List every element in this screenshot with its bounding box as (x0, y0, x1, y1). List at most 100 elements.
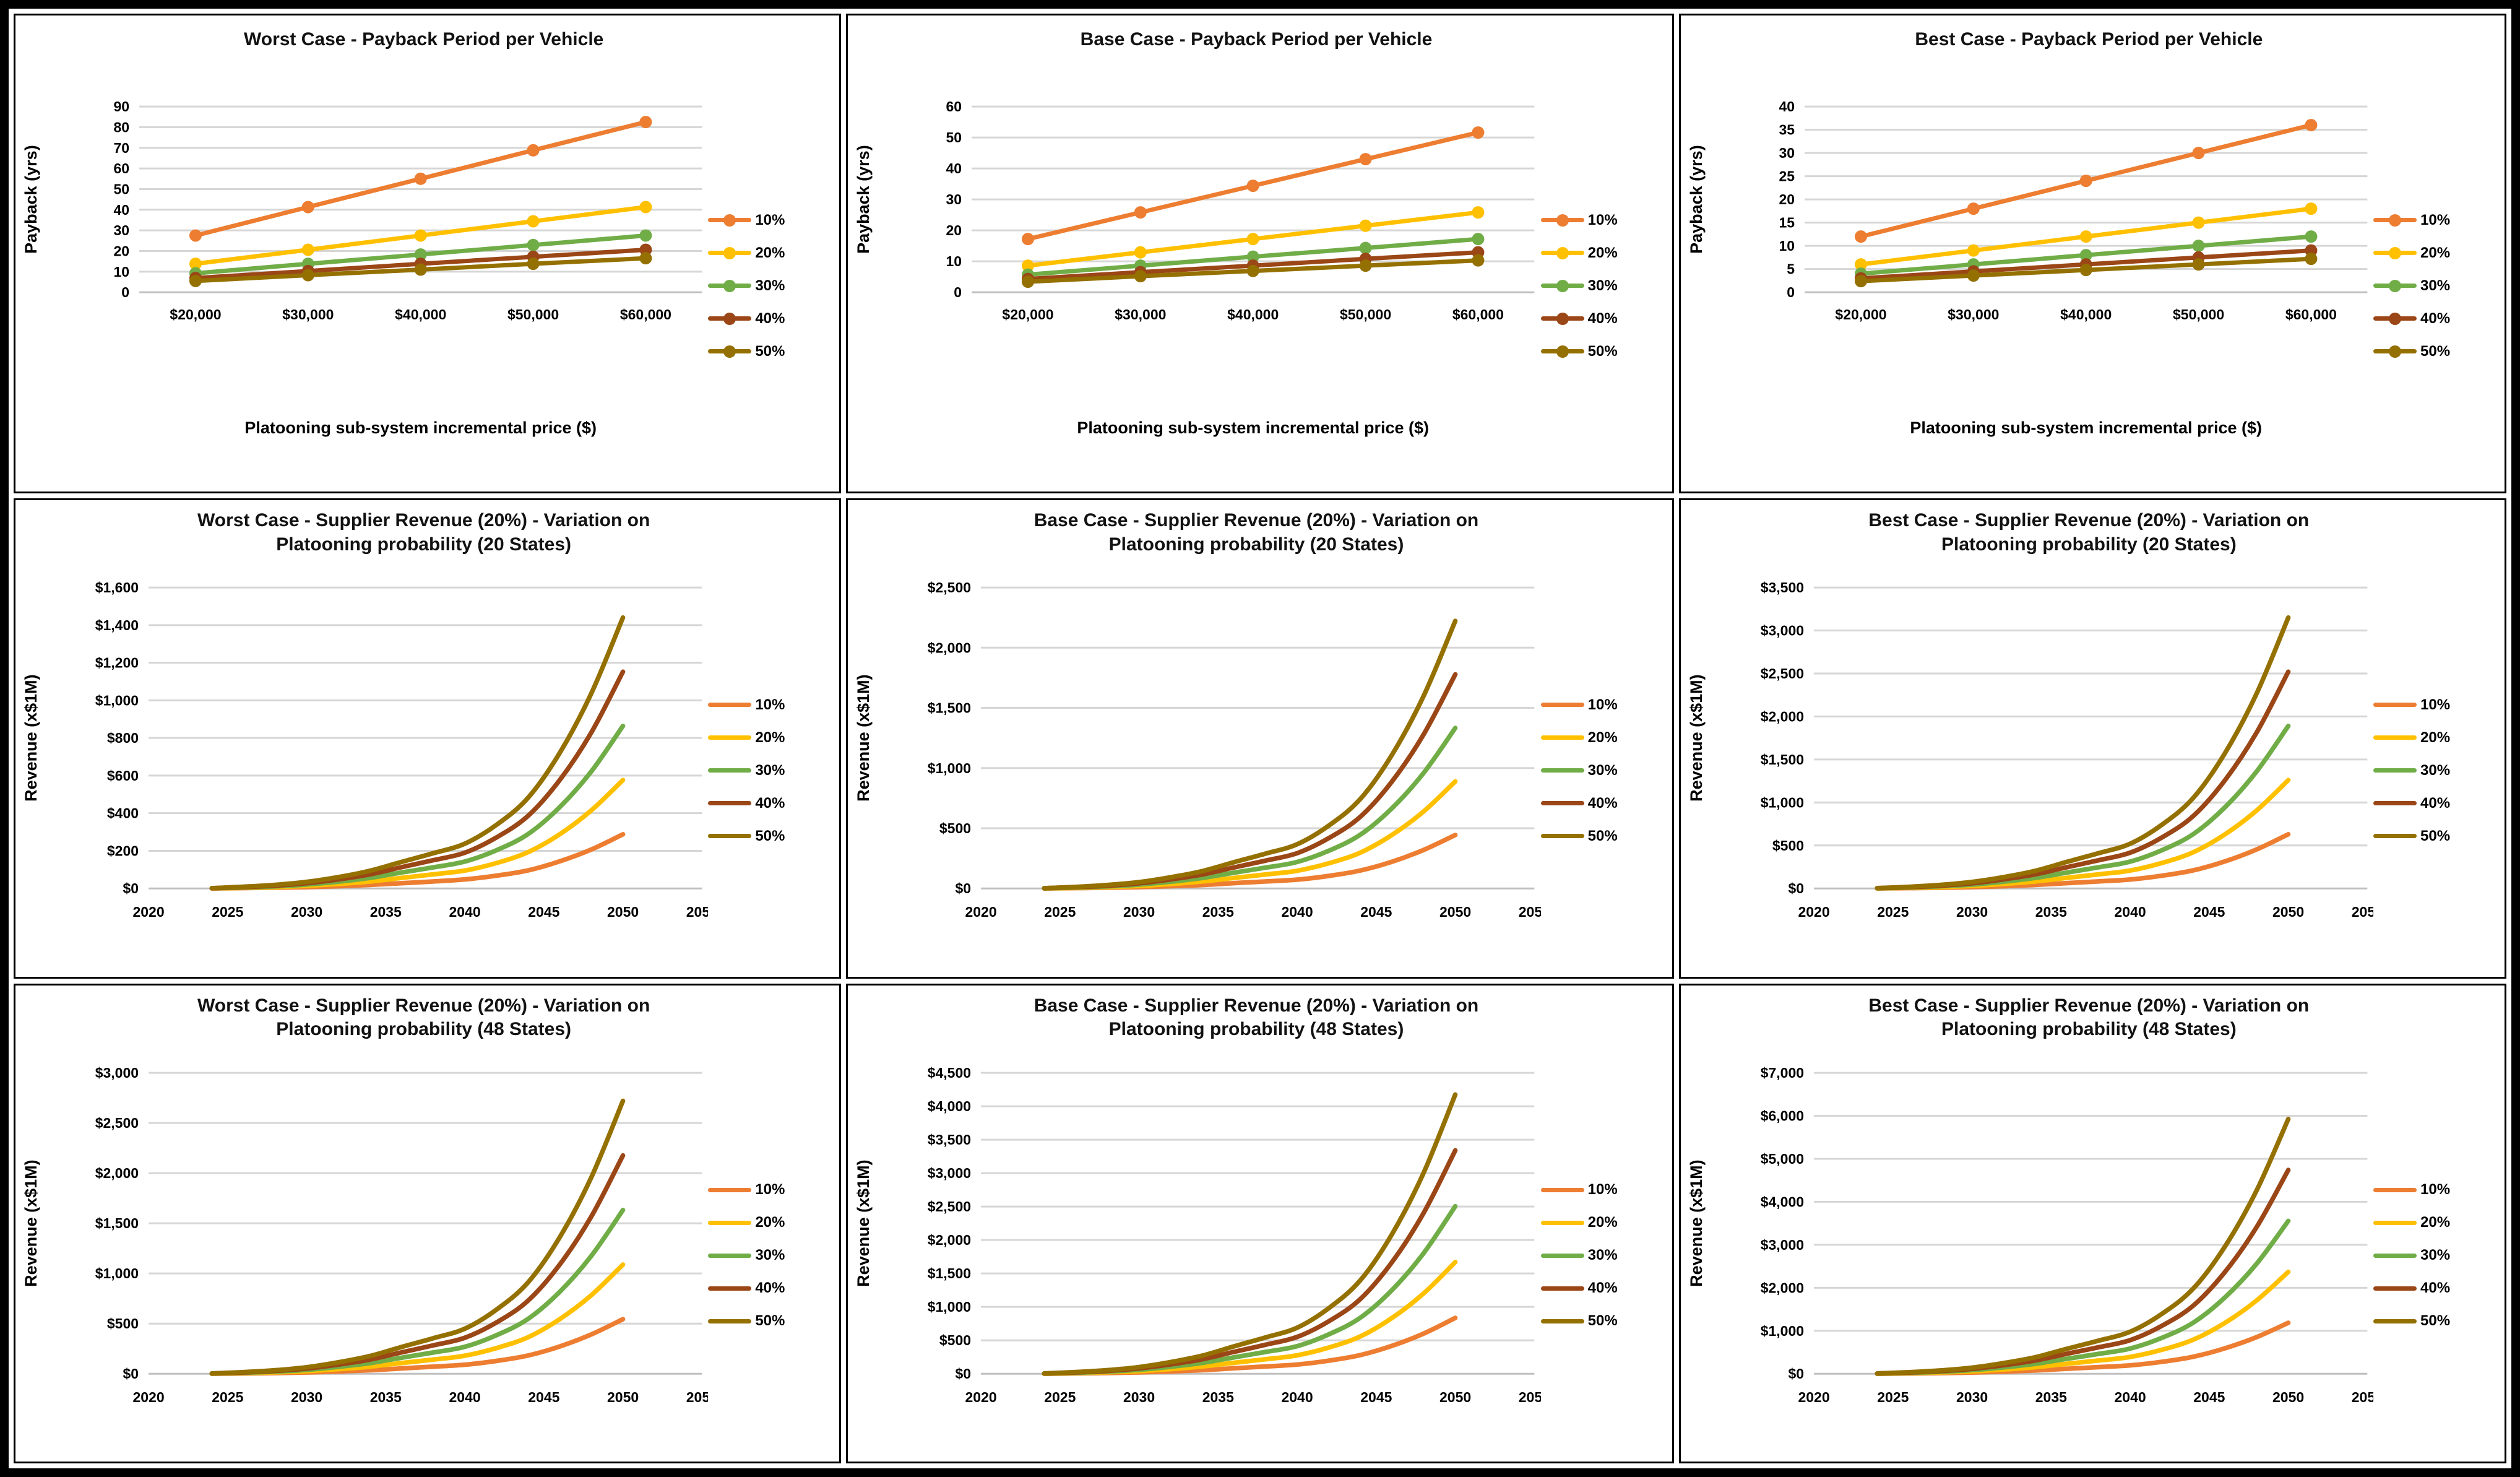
x-tick-label: 2035 (2035, 904, 2066, 920)
legend-label: 20% (755, 244, 785, 261)
legend-swatch-icon (708, 735, 752, 740)
y-tick-label: $0 (1788, 881, 1804, 897)
legend-item-50pct: 50% (2373, 828, 2505, 844)
legend-item-30pct: 30% (708, 762, 839, 779)
chart-plot: $0 $500 $1,000 $1,500 $2,000 $2,500 $3,000 Reve… (22, 1065, 709, 1405)
y-tick-label: $1,400 (95, 617, 139, 633)
legend-label: 40% (2420, 794, 2451, 812)
x-tick-label: $20,000 (1003, 306, 1054, 323)
legend-label: 20% (2420, 244, 2451, 261)
legend-swatch-icon (2373, 246, 2417, 259)
y-tick-label: $2,000 (928, 1232, 971, 1248)
legend-swatch-icon (1540, 703, 1584, 708)
series-line-50% (1875, 615, 2290, 891)
legend-item-50pct: 50% (2373, 343, 2505, 360)
y-tick-label: $6,000 (1760, 1107, 1803, 1124)
x-tick-label: 2040 (1282, 904, 1313, 920)
legend-item-10pct: 10% (708, 696, 839, 713)
y-tick-label: $500 (939, 820, 971, 836)
legend-label: 50% (1587, 1312, 1618, 1330)
chart-panel-base-case-revenue-20-states: Base Case - Supplier Revenue (20%) - Var… (846, 498, 1674, 979)
chart-title-text: Base Case - Supplier Revenue (20%) - Var… (1033, 510, 1479, 555)
legend-label: 20% (2420, 729, 2451, 746)
y-tick-label: $2,000 (928, 640, 971, 656)
y-tick-label: 10 (113, 264, 129, 280)
chart-title-text: Base Case - Supplier Revenue (20%) - Var… (1033, 995, 1479, 1040)
series-line-50% (1875, 1116, 2290, 1376)
legend-swatch-icon (2373, 214, 2417, 227)
series-marker-20% (1472, 206, 1485, 219)
x-tick-label: 2045 (1361, 904, 1392, 920)
x-tick-label: 2025 (1045, 1389, 1076, 1405)
y-tick-label: $4,500 (928, 1065, 971, 1081)
x-tick-label: 2055 (2351, 904, 2373, 920)
legend-swatch-icon (2373, 703, 2417, 708)
y-tick-label: $600 (107, 768, 139, 784)
y-tick-label: 30 (946, 191, 962, 207)
legend-label: 20% (755, 1214, 785, 1231)
x-tick-label: $50,000 (1340, 306, 1391, 323)
series-marker-20% (2305, 202, 2318, 215)
series-line-50% (209, 1098, 626, 1376)
chart-title: Base Case - Payback Period per Vehicle (848, 15, 1540, 72)
x-tick-label: 2030 (1123, 904, 1155, 920)
legend-swatch-icon (708, 279, 752, 292)
chart-panel-worst-case-revenue-48-states: Worst Case - Supplier Revenue (20%) - Va… (14, 983, 842, 1463)
chart-legend: 10% 20% 30% 40% 50% (2373, 1018, 2505, 1462)
legend-item-50pct: 50% (1540, 828, 1672, 844)
legend-item-50pct: 50% (708, 342, 839, 360)
series-line-50% (1042, 1092, 1458, 1376)
legend-label: 30% (2420, 1247, 2451, 1264)
series-marker-10% (2305, 119, 2318, 132)
x-tick-label: 2055 (686, 1389, 709, 1405)
chart-title: Best Case - Supplier Revenue (20%) - Var… (1681, 500, 2373, 572)
chart-area: Worst Case - Supplier Revenue (20%) - Va… (15, 500, 708, 976)
x-tick-label: 2025 (212, 904, 243, 920)
y-tick-label: $5,000 (1760, 1151, 1803, 1167)
legend-label: 50% (755, 342, 785, 360)
legend-swatch-icon (2373, 801, 2417, 806)
chart-panel-worst-case-revenue-20-states: Worst Case - Supplier Revenue (20%) - Va… (14, 498, 842, 979)
series-marker-50% (1022, 275, 1035, 288)
series-marker-30% (1359, 241, 1372, 254)
legend-label: 40% (1587, 310, 1618, 327)
series-marker-10% (527, 144, 540, 157)
legend-swatch-icon (708, 801, 752, 806)
chart-title-text: Best Case - Supplier Revenue (20%) - Var… (1868, 510, 2310, 555)
legend-item-30pct: 30% (2373, 762, 2505, 779)
legend-label: 10% (755, 211, 785, 228)
legend-label: 30% (2420, 277, 2451, 294)
y-tick-label: $2,000 (1760, 1280, 1803, 1296)
x-tick-label: 2020 (1798, 904, 1829, 920)
y-tick-label: $3,500 (1760, 579, 1803, 596)
series-marker-50% (2305, 253, 2318, 266)
legend-swatch-icon (708, 246, 752, 259)
legend-swatch-icon (708, 703, 752, 708)
y-tick-label: 40 (1779, 98, 1795, 115)
legend-item-40pct: 40% (708, 1280, 839, 1297)
y-tick-label: $1,500 (95, 1215, 139, 1231)
x-tick-label: 2055 (1519, 904, 1541, 920)
series-marker-10% (1472, 126, 1485, 139)
x-tick-label: 2045 (528, 904, 559, 920)
series-marker-20% (1359, 219, 1372, 232)
legend-swatch-icon (708, 345, 752, 358)
series-marker-30% (1472, 233, 1485, 246)
x-tick-label: $50,000 (507, 306, 559, 323)
x-tick-label: 2055 (2351, 1389, 2373, 1405)
series-marker-10% (639, 116, 652, 129)
x-tick-label: 2050 (1439, 1389, 1471, 1405)
y-tick-label: 0 (1787, 284, 1795, 300)
legend-swatch-icon (1540, 1286, 1584, 1291)
y-tick-label: $1,000 (1760, 795, 1803, 811)
legend-swatch-icon (2373, 1220, 2417, 1225)
legend-item-10pct: 10% (708, 1181, 839, 1198)
legend-swatch-icon (1540, 1253, 1584, 1258)
y-tick-label: $400 (107, 805, 139, 821)
x-tick-label: 2050 (1439, 904, 1471, 920)
legend-label: 40% (755, 1280, 785, 1297)
legend-swatch-icon (1540, 214, 1584, 227)
y-axis-title: Payback (yrs) (22, 145, 40, 254)
legend-swatch-icon (708, 768, 752, 773)
legend-swatch-icon (1540, 801, 1584, 806)
